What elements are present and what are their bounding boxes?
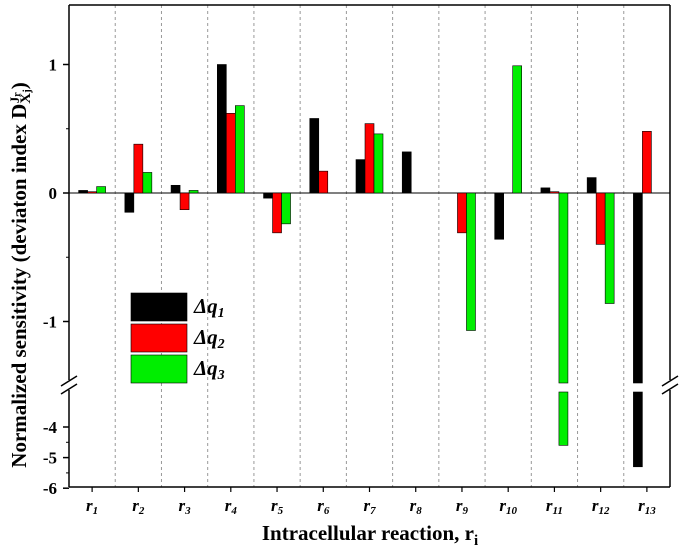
x-tick-label: r8	[410, 496, 423, 517]
axis-break-mark	[60, 383, 78, 395]
axes: 1 0 -1 -4 -5 -6 r1 r2 r3 r4 r5 r6 r7 r8 r9 r10 r11 r12 r13	[43, 4, 679, 517]
bar	[558, 192, 569, 384]
y-tick-label: 0	[49, 184, 58, 203]
grid-lines	[114, 5, 625, 487]
x-tick-label: r11	[546, 496, 563, 517]
bar	[494, 192, 504, 240]
bar	[235, 105, 245, 194]
bar	[142, 172, 153, 194]
bar	[633, 391, 643, 468]
bar	[309, 118, 320, 194]
bar	[96, 186, 106, 194]
x-tick-label: r10	[499, 496, 517, 517]
bars	[78, 64, 652, 468]
bar	[540, 187, 551, 194]
bar	[364, 123, 375, 194]
legend: Δq1 Δq2 Δq3	[130, 292, 225, 384]
y-axis-title: Normalized sensitivity (deviaton index D…	[7, 82, 34, 467]
x-tick-label: r13	[638, 496, 656, 517]
bar	[355, 159, 366, 194]
bar	[281, 192, 291, 225]
legend-label: Δq1	[193, 294, 225, 321]
x-tick-label: r3	[179, 496, 192, 517]
axis-break-mark	[661, 383, 679, 395]
bar	[586, 177, 597, 194]
bar	[633, 192, 643, 384]
legend-swatch	[130, 292, 188, 322]
bar	[604, 192, 615, 304]
legend-label: Δq2	[193, 325, 225, 352]
y-tick-label: -1	[43, 313, 57, 332]
bar	[272, 192, 282, 234]
x-tick-label: r9	[456, 496, 469, 517]
bar	[170, 184, 181, 194]
bar	[512, 65, 522, 194]
x-tick-label: r12	[592, 496, 610, 517]
bar	[87, 191, 97, 194]
x-tick-label: r6	[317, 496, 330, 517]
x-tick-label: r7	[363, 496, 376, 517]
bar	[457, 192, 467, 234]
legend-label: Δq3	[193, 356, 225, 383]
x-axis-title: Intracellular reaction, ri	[262, 521, 478, 549]
bar	[226, 113, 236, 194]
bar	[217, 64, 227, 194]
legend-swatch	[130, 323, 188, 353]
y-tick-label: 1	[49, 56, 58, 75]
axis-break-mark	[661, 375, 679, 387]
bar	[133, 143, 144, 194]
y-tick-label: -4	[43, 418, 58, 437]
x-tick-label: r1	[86, 496, 98, 517]
bar	[263, 192, 273, 199]
bar	[595, 192, 606, 245]
bar	[188, 190, 199, 194]
bar	[373, 133, 384, 194]
x-tick-label: r5	[271, 496, 284, 517]
bar	[179, 192, 190, 211]
axis-break-mark	[60, 375, 78, 387]
bar	[318, 170, 329, 194]
legend-swatch	[130, 354, 188, 384]
bar	[642, 131, 652, 194]
bar	[549, 191, 560, 194]
bar	[124, 192, 135, 213]
bar	[558, 391, 569, 446]
x-tick-label: r4	[225, 496, 238, 517]
x-tick-label: r2	[132, 496, 145, 517]
bar	[466, 192, 476, 331]
y-tick-label: -6	[43, 479, 57, 498]
y-tick-label: -5	[43, 449, 57, 468]
bar	[401, 151, 412, 194]
bar	[78, 190, 88, 194]
